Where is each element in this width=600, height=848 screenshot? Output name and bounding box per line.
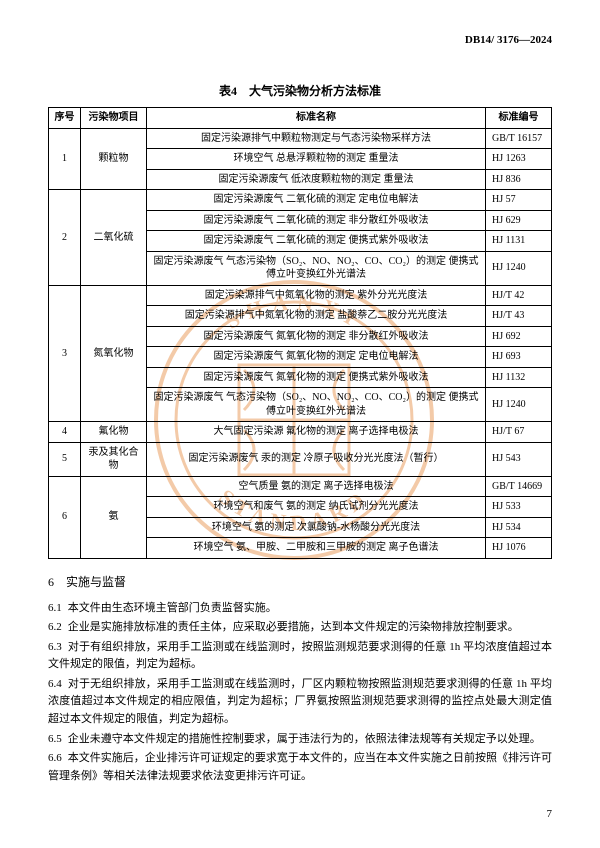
cell-pollutant: 氮氧化物 xyxy=(81,285,147,422)
cell-seq: 5 xyxy=(49,442,81,476)
cell-standard: 固定污染源废气 氮氧化物的测定 非分散红外吸收法 xyxy=(147,326,486,347)
para-number: 6.5 xyxy=(48,733,62,745)
cell-code: HJ 1240 xyxy=(486,251,552,285)
cell-standard: 固定污染源废气 二氧化硫的测定 便携式紫外吸收法 xyxy=(147,231,486,252)
th-standard: 标准名称 xyxy=(147,108,486,129)
cell-code: HJ/T 42 xyxy=(486,285,552,306)
section-paragraph: 6.1 本文件由生态环境主管部门负责监督实施。 xyxy=(48,600,552,618)
table-row: 3氮氧化物固定污染源排气中氮氧化物的测定 紫外分光光度法HJ/T 42 xyxy=(49,285,552,306)
cell-seq: 1 xyxy=(49,128,81,190)
cell-code: GB/T 16157 xyxy=(486,128,552,149)
cell-standard: 固定污染源排气中氮氧化物的测定 紫外分光光度法 xyxy=(147,285,486,306)
para-text: 企业未遵守本文件规定的措施性控制要求，属于违法行为的，依照法律法规等有关规定予以… xyxy=(68,733,541,745)
cell-standard: 空气质量 氨的测定 离子选择电极法 xyxy=(147,476,486,497)
cell-code: HJ 1240 xyxy=(486,388,552,422)
cell-seq: 3 xyxy=(49,285,81,422)
cell-code: HJ 693 xyxy=(486,347,552,368)
para-text: 本文件由生态环境主管部门负责监督实施。 xyxy=(68,602,277,614)
section-paragraph: 6.4对于无组织排放，采用手工监测或在线监测时，厂区内颗粒物按照监测规范要求测得… xyxy=(48,676,552,729)
cell-pollutant: 汞及其化合物 xyxy=(81,442,147,476)
para-number: 6.1 xyxy=(48,602,62,614)
cell-standard: 固定污染源废气 汞的测定 冷原子吸收分光光度法（暂行） xyxy=(147,442,486,476)
cell-standard: 固定污染源废气 低浓度颗粒物的测定 重量法 xyxy=(147,169,486,190)
cell-standard: 固定污染源废气 二氧化硫的测定 非分散红外吸收法 xyxy=(147,210,486,231)
cell-pollutant: 氨 xyxy=(81,476,147,558)
cell-pollutant: 二氧化硫 xyxy=(81,190,147,286)
cell-code: HJ 534 xyxy=(486,517,552,538)
cell-standard: 环境空气 氨的测定 次氯酸钠-水杨酸分光光度法 xyxy=(147,517,486,538)
para-number: 6.4 xyxy=(48,678,62,690)
page-number: 7 xyxy=(547,808,553,820)
section-paragraph: 6.3对于有组织排放，采用手工监测或在线监测时，按照监测规范要求测得的任意 1h… xyxy=(48,639,552,674)
cell-code: HJ/T 67 xyxy=(486,422,552,443)
cell-standard: 大气固定污染源 氟化物的测定 离子选择电极法 xyxy=(147,422,486,443)
cell-standard: 固定污染源废气 气态污染物（SO₂、NO、NO₂、CO、CO₂）的测定 便携式傅… xyxy=(147,251,486,285)
table-row: 1颗粒物固定污染源排气中颗粒物测定与气态污染物采样方法GB/T 16157 xyxy=(49,128,552,149)
table-row: 6氨空气质量 氨的测定 离子选择电极法GB/T 14669 xyxy=(49,476,552,497)
cell-standard: 环境空气和废气 氨的测定 纳氏试剂分光光度法 xyxy=(147,497,486,518)
cell-code: HJ 1131 xyxy=(486,231,552,252)
cell-code: HJ 1263 xyxy=(486,149,552,170)
cell-standard: 固定污染源排气中颗粒物测定与气态污染物采样方法 xyxy=(147,128,486,149)
table-header-row: 序号 污染物项目 标准名称 标准编号 xyxy=(49,108,552,129)
cell-seq: 2 xyxy=(49,190,81,286)
para-text: 企业是实施排放标准的责任主体，应采取必要措施，达到本文件规定的污染物排放控制要求… xyxy=(68,621,519,633)
cell-standard: 固定污染源废气 气态污染物（SO₂、NO、NO₂、CO、CO₂）的测定 便携式傅… xyxy=(147,388,486,422)
cell-seq: 4 xyxy=(49,422,81,443)
para-number: 6.3 xyxy=(48,641,62,653)
table-row: 4氟化物大气固定污染源 氟化物的测定 离子选择电极法HJ/T 67 xyxy=(49,422,552,443)
cell-code: HJ 629 xyxy=(486,210,552,231)
cell-code: GB/T 14669 xyxy=(486,476,552,497)
cell-code: HJ 836 xyxy=(486,169,552,190)
cell-code: HJ 57 xyxy=(486,190,552,211)
standards-table: 序号 污染物项目 标准名称 标准编号 1颗粒物固定污染源排气中颗粒物测定与气态污… xyxy=(48,107,552,559)
cell-standard: 固定污染源排气中氮氧化物的测定 盐酸萘乙二胺分光光度法 xyxy=(147,306,486,327)
cell-code: HJ 543 xyxy=(486,442,552,476)
document-code: DB14/ 3176—2024 xyxy=(465,34,552,46)
table-caption: 表4 大气污染物分析方法标准 xyxy=(48,82,552,99)
cell-code: HJ 533 xyxy=(486,497,552,518)
cell-standard: 固定污染源废气 氮氧化物的测定 定电位电解法 xyxy=(147,347,486,368)
th-pollutant: 污染物项目 xyxy=(81,108,147,129)
section-paragraph: 6.2 企业是实施排放标准的责任主体，应采取必要措施，达到本文件规定的污染物排放控… xyxy=(48,619,552,637)
cell-standard: 环境空气 总悬浮颗粒物的测定 重量法 xyxy=(147,149,486,170)
cell-standard: 固定污染源废气 氮氧化物的测定 便携式紫外吸收法 xyxy=(147,367,486,388)
para-number: 6.6 xyxy=(48,752,62,764)
para-number: 6.2 xyxy=(48,621,62,633)
para-text: 对于有组织排放，采用手工监测或在线监测时，按照监测规范要求测得的任意 1h 平均… xyxy=(48,641,552,671)
cell-code: HJ 1076 xyxy=(486,538,552,559)
cell-code: HJ 692 xyxy=(486,326,552,347)
cell-seq: 6 xyxy=(49,476,81,558)
cell-code: HJ 1132 xyxy=(486,367,552,388)
cell-standard: 固定污染源废气 二氧化硫的测定 定电位电解法 xyxy=(147,190,486,211)
para-text: 对于无组织排放，采用手工监测或在线监测时，厂区内颗粒物按照监测规范要求测得的任意… xyxy=(48,678,552,725)
section-paragraph: 6.6本文件实施后，企业排污许可证规定的要求宽于本文件的，应当在本文件实施之日前… xyxy=(48,750,552,785)
cell-standard: 环境空气 氨、甲胺、二甲胺和三甲胺的测定 离子色谱法 xyxy=(147,538,486,559)
cell-code: HJ/T 43 xyxy=(486,306,552,327)
table-row: 5汞及其化合物固定污染源废气 汞的测定 冷原子吸收分光光度法（暂行）HJ 543 xyxy=(49,442,552,476)
cell-pollutant: 颗粒物 xyxy=(81,128,147,190)
section-paragraph: 6.5 企业未遵守本文件规定的措施性控制要求，属于违法行为的，依照法律法规等有关规… xyxy=(48,731,552,749)
cell-pollutant: 氟化物 xyxy=(81,422,147,443)
th-seq: 序号 xyxy=(49,108,81,129)
th-code: 标准编号 xyxy=(486,108,552,129)
section-heading: 6 实施与监督 xyxy=(48,573,552,590)
table-row: 2二氧化硫固定污染源废气 二氧化硫的测定 定电位电解法HJ 57 xyxy=(49,190,552,211)
para-text: 本文件实施后，企业排污许可证规定的要求宽于本文件的，应当在本文件实施之日前按照《… xyxy=(48,752,552,782)
